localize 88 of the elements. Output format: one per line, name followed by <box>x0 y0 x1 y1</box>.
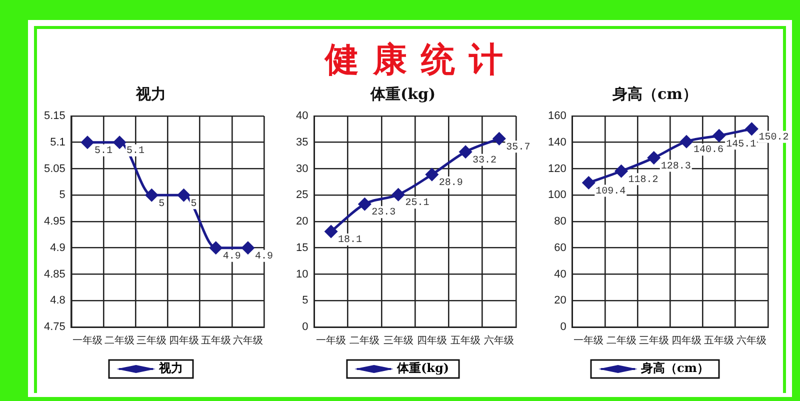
x-tick-label: 五年级 <box>450 334 481 347</box>
data-label: 28.9 <box>438 178 463 190</box>
data-label: 25.1 <box>405 198 430 210</box>
y-tick-label: 5 <box>59 189 66 202</box>
y-tick-label: 60 <box>554 242 566 254</box>
y-tick-label: 40 <box>296 110 308 122</box>
x-tick-label: 四年级 <box>416 334 447 347</box>
x-tick-label: 六年级 <box>484 334 514 347</box>
x-tick-label: 二年级 <box>350 334 380 347</box>
y-tick-label: 35 <box>296 136 308 148</box>
point <box>324 225 338 238</box>
point <box>680 135 693 148</box>
point <box>459 146 472 158</box>
y-tick-label: 100 <box>548 189 566 202</box>
x-tick-label: 四年级 <box>168 334 199 347</box>
x-tick-label: 一年级 <box>574 334 604 347</box>
y-tick-label: 5.1 <box>50 136 66 148</box>
y-tick-label: 4.95 <box>44 216 66 228</box>
point <box>113 136 126 149</box>
x-tick-label: 一年级 <box>316 334 346 347</box>
x-tick-label: 五年级 <box>200 334 231 347</box>
data-label: 23.3 <box>372 208 396 219</box>
data-label: 5 <box>190 198 197 210</box>
legend-label: 身高（cm） <box>640 361 710 376</box>
data-label: 140.6 <box>693 145 724 156</box>
y-tick-label: 20 <box>554 294 566 307</box>
y-tick-label: 5.15 <box>44 110 66 122</box>
chart-title: 视力 <box>135 84 166 103</box>
y-tick-label: 4.8 <box>50 294 66 307</box>
x-tick-label: 六年级 <box>232 334 263 347</box>
y-tick-label: 10 <box>296 268 308 280</box>
data-label: 4.9 <box>222 252 241 263</box>
y-tick-label: 4.9 <box>50 242 66 254</box>
text: 健康统计 <box>323 39 517 82</box>
y-tick-label: 120 <box>548 162 566 175</box>
legend-label: 视力 <box>158 361 183 376</box>
data-label: 145.1 <box>726 139 756 150</box>
y-tick-label: 80 <box>554 216 566 228</box>
point <box>178 188 190 202</box>
y-tick-label: 5.05 <box>44 162 66 175</box>
point <box>426 168 438 181</box>
legend-label: 体重(kg) <box>396 361 450 376</box>
data-label: 109.4 <box>596 186 626 198</box>
y-tick-label: 4.75 <box>44 321 66 334</box>
x-tick-label: 二年级 <box>606 334 636 347</box>
point <box>81 136 94 149</box>
x-tick-label: 一年级 <box>72 334 102 347</box>
point <box>358 198 371 210</box>
data-label: 18.1 <box>338 235 362 246</box>
point <box>745 122 758 136</box>
point <box>582 176 595 189</box>
x-tick-label: 四年级 <box>671 334 702 347</box>
point <box>392 188 405 201</box>
y-tick-label: 30 <box>296 162 308 175</box>
data-label: 33.2 <box>472 156 497 167</box>
x-tick-label: 二年级 <box>104 334 135 347</box>
x-tick-label: 六年级 <box>736 334 767 347</box>
point <box>145 188 158 202</box>
data-label: 118.2 <box>628 174 658 186</box>
chart-title: 体重(kg) <box>369 84 436 103</box>
data-label: 128.3 <box>660 161 691 172</box>
data-label: 35.7 <box>506 142 530 154</box>
data-label: 150.2 <box>758 132 789 144</box>
y-tick-label: 0 <box>302 321 308 334</box>
x-tick-label: 三年级 <box>383 334 414 347</box>
point <box>210 242 222 254</box>
y-tick-label: 4.85 <box>44 268 66 280</box>
data-label: 5.1 <box>126 146 145 158</box>
y-tick-label: 0 <box>560 321 566 334</box>
y-tick-label: 5 <box>302 294 308 307</box>
point <box>492 132 506 145</box>
point <box>712 129 726 142</box>
data-label: 4.9 <box>254 252 273 263</box>
y-tick-label: 140 <box>548 136 566 148</box>
point <box>648 152 660 164</box>
y-tick-label: 25 <box>296 189 308 202</box>
point <box>615 164 628 178</box>
x-tick-label: 五年级 <box>704 334 734 347</box>
x-tick-label: 三年级 <box>638 334 669 347</box>
chart-title: 身高（cm） <box>611 84 698 103</box>
y-tick-label: 20 <box>296 216 308 228</box>
y-tick-label: 40 <box>554 268 566 280</box>
data-label: 5 <box>158 198 165 210</box>
point <box>242 242 254 254</box>
x-tick-label: 三年级 <box>136 334 167 347</box>
y-tick-label: 160 <box>548 110 566 122</box>
y-tick-label: 15 <box>296 242 308 254</box>
data-label: 5.1 <box>94 146 112 158</box>
